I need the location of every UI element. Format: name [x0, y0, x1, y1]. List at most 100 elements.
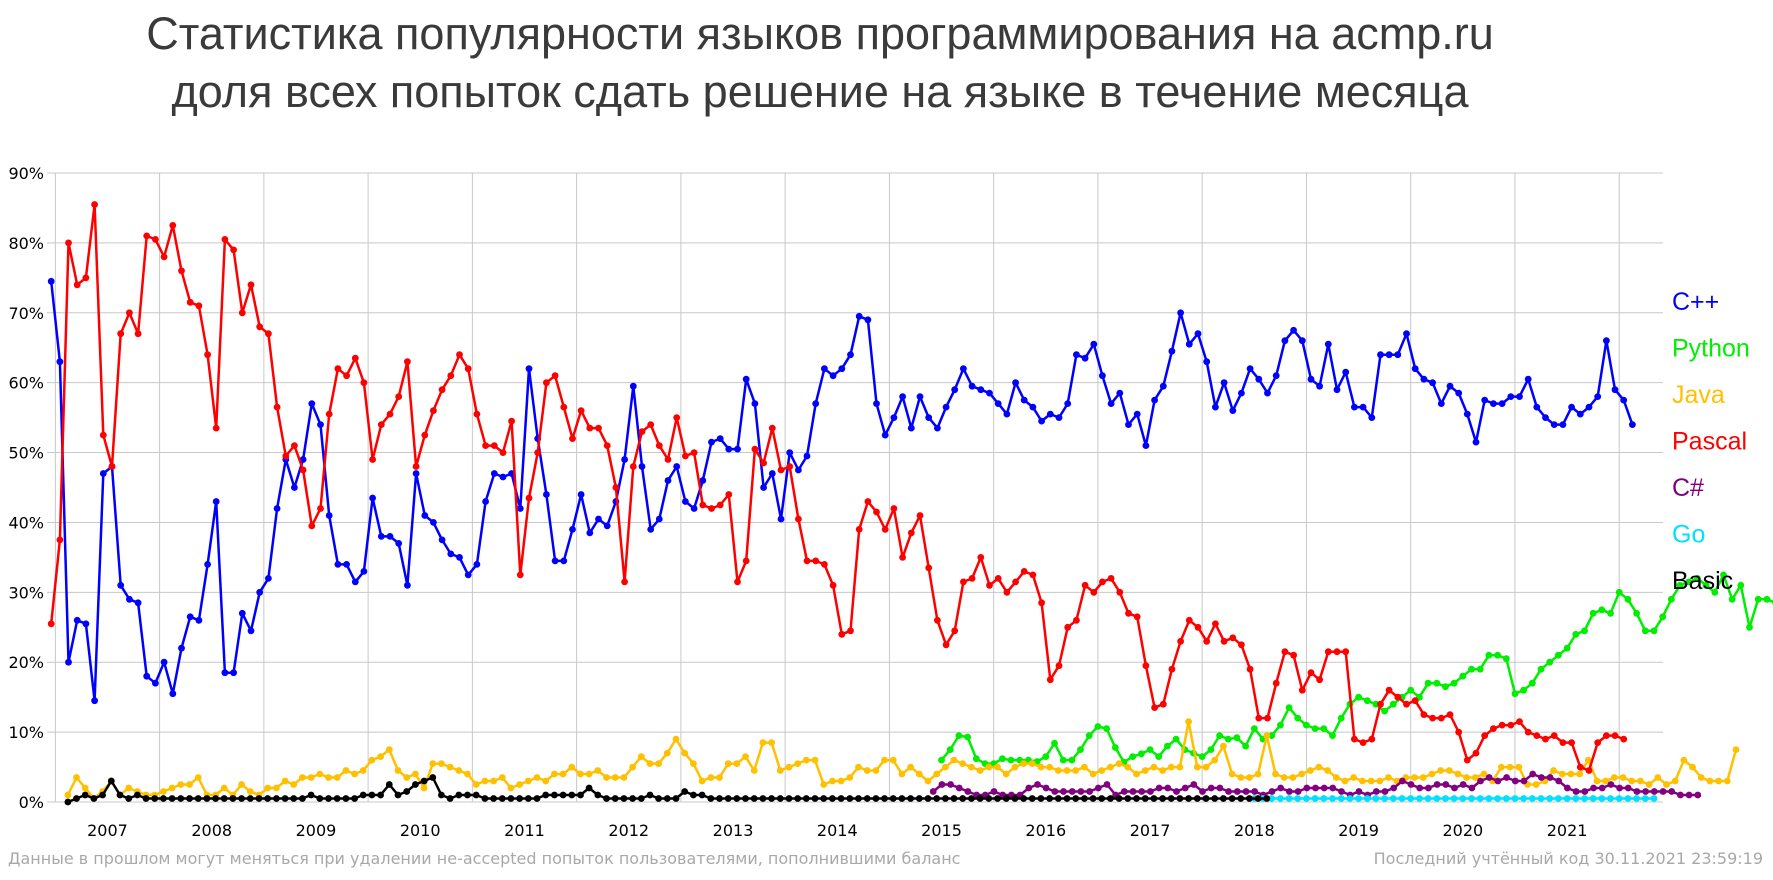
data-point-csharp [1355, 788, 1363, 795]
data-point-pascal [1568, 739, 1575, 746]
data-point-basic [846, 795, 854, 802]
data-point-java [846, 774, 854, 781]
data-point-basic [238, 795, 246, 802]
data-point-basic [863, 795, 871, 802]
data-point-java [1246, 774, 1253, 781]
data-point-java [872, 767, 880, 774]
data-point-go [1285, 795, 1293, 802]
data-point-python [1555, 651, 1562, 659]
data-point-python [1277, 721, 1284, 729]
data-point-java [1046, 763, 1053, 771]
data-point-pascal [1255, 714, 1263, 722]
data-point-basic [1011, 795, 1019, 802]
data-point-python [1250, 725, 1258, 732]
data-point-pascal [577, 407, 585, 414]
data-point-cpp [1576, 410, 1584, 418]
data-point-java [811, 756, 819, 764]
data-point-cpp [308, 400, 316, 407]
data-point-basic [1054, 795, 1062, 802]
data-point-pascal [812, 557, 820, 565]
data-point-basic [551, 791, 558, 799]
data-point-python [1224, 735, 1232, 743]
data-point-csharp [1268, 788, 1276, 795]
data-point-basic [907, 795, 914, 802]
data-point-python [1450, 679, 1458, 687]
data-point-basic [690, 791, 697, 799]
data-point-pascal [907, 529, 915, 537]
data-point-cpp [638, 463, 646, 470]
data-point-python [1164, 742, 1171, 750]
data-point-java [551, 770, 558, 778]
data-point-basic [620, 795, 628, 802]
data-point-csharp [955, 784, 963, 792]
data-point-csharp [1477, 777, 1484, 785]
data-point-java [160, 788, 167, 795]
data-point-pascal [655, 442, 663, 449]
data-point-java [1515, 763, 1523, 771]
data-point-pascal [569, 435, 576, 442]
data-point-python [955, 732, 963, 739]
data-point-csharp [1251, 788, 1259, 795]
data-point-java [1020, 760, 1027, 767]
data-point-pascal [629, 463, 637, 470]
data-point-pascal [1507, 721, 1515, 729]
data-point-java [855, 763, 862, 771]
data-point-basic [1167, 795, 1175, 802]
data-point-cpp [586, 529, 594, 537]
data-point-basic [663, 795, 671, 802]
data-point-java [1654, 774, 1662, 781]
data-point-cpp [1585, 403, 1593, 411]
data-point-basic [568, 791, 576, 799]
data-point-java [446, 763, 454, 771]
data-point-go [1433, 795, 1441, 802]
data-point-pascal [117, 330, 125, 338]
data-point-cpp [916, 393, 924, 400]
data-point-go [1650, 795, 1658, 802]
data-point-csharp [1242, 788, 1250, 795]
data-point-python [1737, 581, 1745, 589]
data-point-go [1624, 795, 1632, 802]
data-point-cpp [551, 557, 559, 565]
data-point-csharp [1225, 788, 1232, 795]
data-point-cpp [65, 658, 72, 666]
data-point-basic [785, 795, 793, 802]
data-point-cpp [1472, 438, 1480, 446]
data-point-java [1367, 777, 1375, 785]
data-point-cpp [1351, 403, 1358, 411]
data-point-python [1059, 756, 1067, 764]
data-point-python [1581, 627, 1588, 635]
data-point-basic [1237, 795, 1245, 802]
data-point-pascal [725, 491, 733, 498]
data-point-java [412, 770, 419, 778]
data-point-python [1111, 744, 1119, 751]
data-point-java [620, 774, 628, 781]
data-point-cpp [864, 316, 872, 324]
data-point-java [1567, 770, 1575, 778]
data-point-java [976, 767, 984, 774]
data-point-java [707, 774, 715, 781]
data-point-csharp [1120, 788, 1128, 795]
data-point-basic [151, 795, 159, 802]
x-tick-label: 2013 [713, 821, 754, 840]
data-point-java [394, 767, 402, 774]
data-point-java [663, 749, 671, 757]
data-point-cpp [56, 358, 64, 366]
data-point-pascal [473, 410, 481, 418]
data-point-cpp [1055, 414, 1063, 421]
data-point-cpp [386, 533, 394, 540]
data-point-basic [1159, 795, 1166, 802]
y-tick-label: 0% [19, 793, 44, 812]
data-point-java [186, 781, 193, 788]
data-point-java [429, 760, 437, 767]
data-point-python [1520, 686, 1527, 694]
data-point-csharp [1077, 788, 1085, 795]
data-point-go [1546, 795, 1554, 802]
data-point-basic [1081, 795, 1088, 802]
data-point-basic [368, 791, 376, 799]
data-point-go [1450, 795, 1458, 802]
data-point-pascal [73, 281, 81, 289]
legend-entry: C++ [1672, 288, 1719, 316]
data-point-cpp [777, 515, 785, 523]
data-point-java [559, 770, 567, 778]
data-point-basic [742, 795, 749, 802]
